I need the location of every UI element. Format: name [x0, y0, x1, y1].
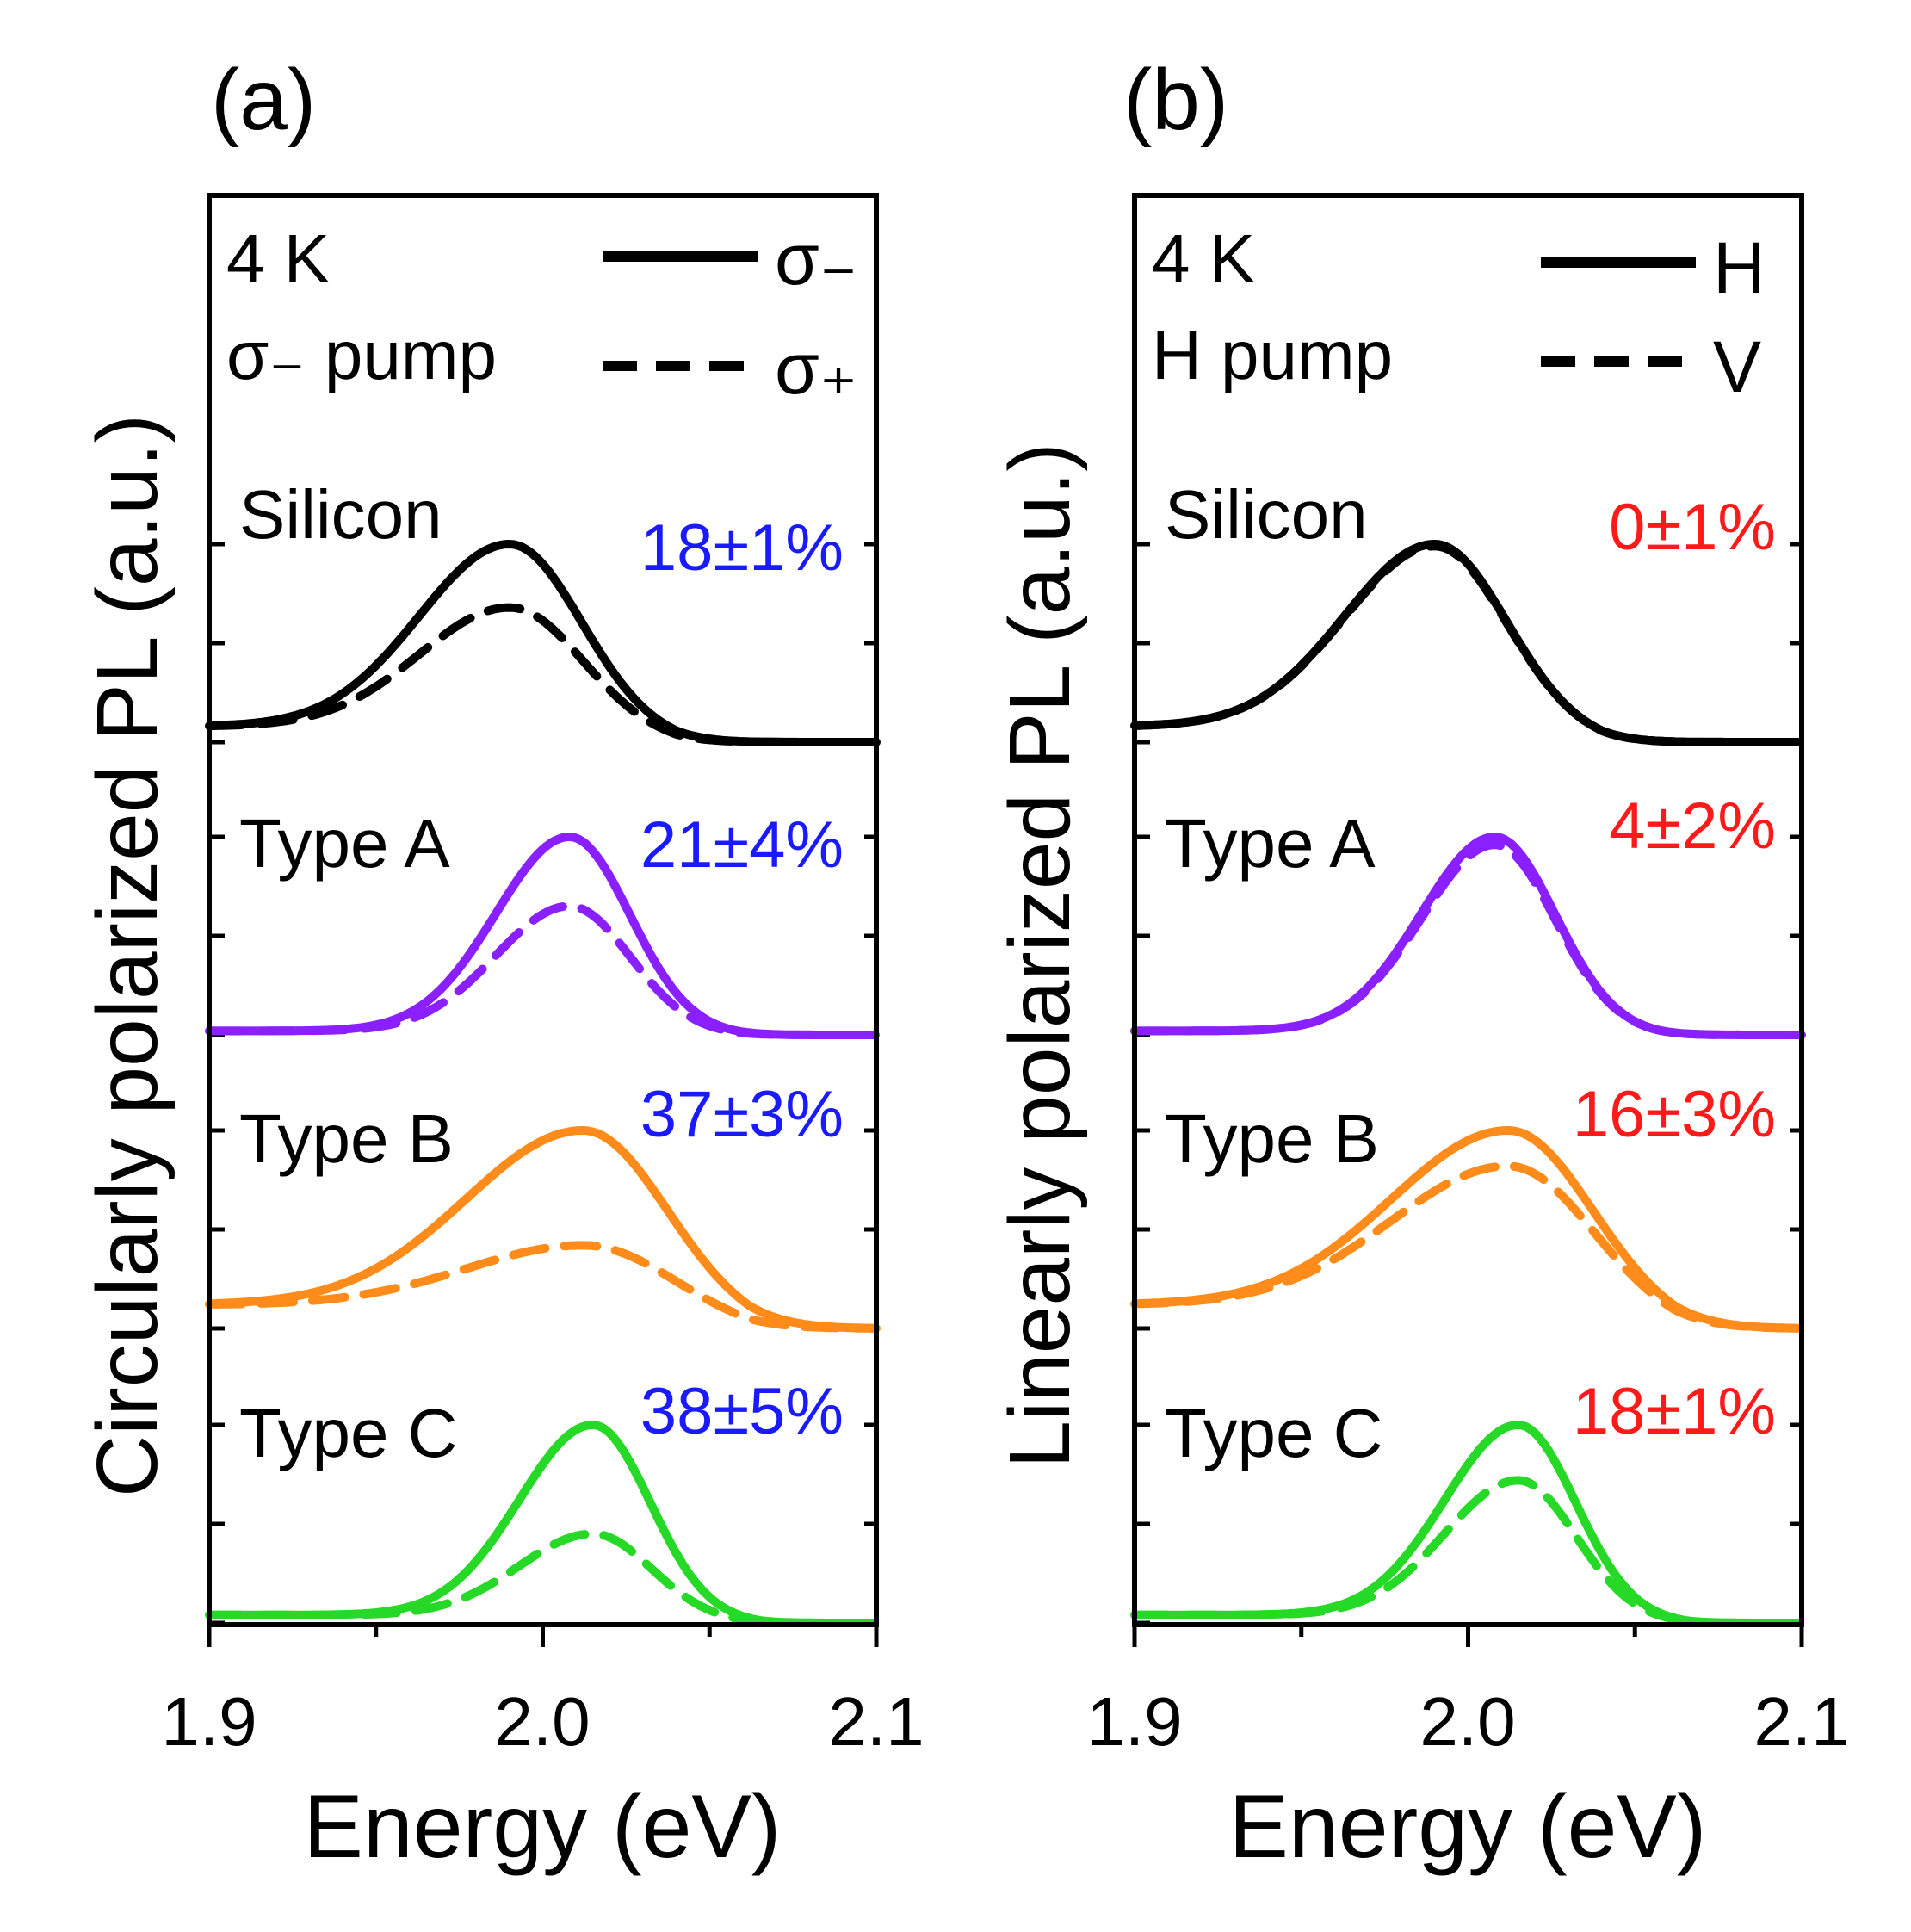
panel-b-sample-1-label: Silicon — [1165, 476, 1368, 553]
panel-a-label: (a) — [211, 52, 316, 148]
panel-a-sample-2-label: Type A — [239, 805, 450, 882]
panel-b-sample-2-dop: 4±2% — [1609, 790, 1776, 863]
panel-a-sample-1-label: Silicon — [239, 476, 442, 553]
panel-a-sample-3-dop: 37±3% — [640, 1078, 844, 1151]
panel-b-pump: H pump — [1152, 317, 1393, 393]
spectrum-dashed — [1130, 1161, 1806, 1333]
spectrum-dashed — [205, 901, 881, 1039]
spectrum-dashed — [1130, 840, 1806, 1039]
panel-b-sample-3-label: Type B — [1165, 1100, 1379, 1177]
spectrum-dashed — [205, 1529, 881, 1627]
panel-a-xtick-1: 1.9 — [161, 1683, 257, 1760]
panel-a-legend-dashed: σ₊ — [775, 328, 857, 409]
panel-b-xtick-1: 1.9 — [1086, 1683, 1182, 1760]
panel-b-xlabel: Energy (eV) — [1229, 1777, 1707, 1877]
spectrum-dashed — [205, 1241, 881, 1333]
panel-a-legend-solid: σ₋ — [775, 219, 857, 300]
spectrum-dashed — [205, 603, 881, 746]
panel-a-xlabel: Energy (eV) — [304, 1777, 782, 1877]
spectrum-dashed — [1130, 1476, 1806, 1627]
panel-a-pump: σ₋ pump — [226, 317, 497, 393]
panel-b-legend-solid: H — [1713, 227, 1766, 308]
panel-a-sample-2-dop: 21±4% — [640, 808, 844, 882]
panel-a-sample-1-dop: 18±1% — [640, 511, 844, 585]
panel-a-xtick-2: 2.0 — [494, 1683, 590, 1760]
panel-b-sample-2-label: Type A — [1165, 805, 1376, 882]
panel-b-plot — [1130, 540, 1806, 1647]
panel-b-ylabel: Linearly polarized PL (a.u.) — [992, 443, 1088, 1468]
panel-b-sample-4-dop: 18±1% — [1573, 1375, 1776, 1448]
panel-a: (a) Circularly polarized PL (a.u.) 1.9 2… — [79, 52, 925, 1877]
panel-a-sample-4-label: Type C — [239, 1395, 457, 1471]
panel-b-legend-dashed: V — [1713, 326, 1761, 407]
panel-b: (b) Linearly polarized PL (a.u.) 1.9 2.0… — [992, 52, 1850, 1877]
panel-a-frame — [207, 193, 879, 1627]
panel-b-sample-4-label: Type C — [1165, 1395, 1382, 1471]
spectrum-dashed — [1130, 542, 1806, 746]
panel-b-xtick-2: 2.0 — [1419, 1683, 1515, 1760]
panel-a-temperature: 4 K — [226, 220, 330, 297]
panel-a-sample-3-label: Type B — [239, 1100, 454, 1177]
panel-a-sample-4-dop: 38±5% — [640, 1375, 844, 1448]
spectrum-solid — [207, 1126, 878, 1333]
panel-b-sample-1-dop: 0±1% — [1609, 491, 1776, 564]
panel-b-frame — [1132, 193, 1804, 1627]
panel-b-sample-3-dop: 16±3% — [1573, 1078, 1776, 1151]
panel-b-temperature: 4 K — [1152, 220, 1255, 297]
panel-a-xtick-3: 2.1 — [828, 1683, 924, 1760]
panel-b-label: (b) — [1123, 52, 1228, 148]
panel-a-ylabel: Circularly polarized PL (a.u.) — [79, 414, 176, 1497]
panel-b-xtick-3: 2.1 — [1753, 1683, 1849, 1760]
